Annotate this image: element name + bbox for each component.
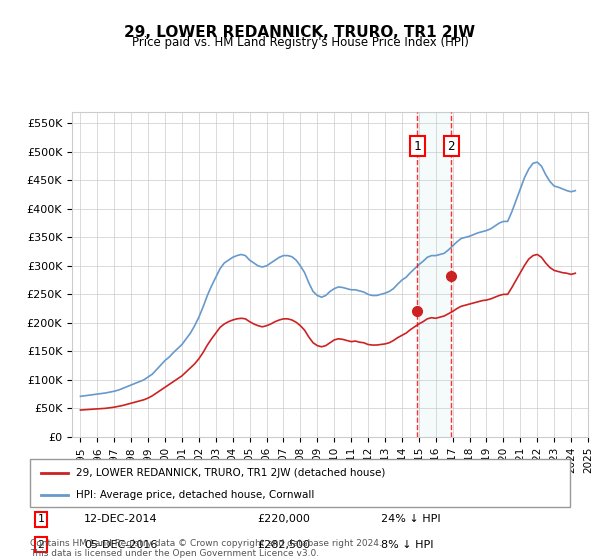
Text: 1: 1 — [413, 139, 421, 153]
Bar — [418, 112, 451, 437]
Text: 05-DEC-2016: 05-DEC-2016 — [84, 540, 157, 549]
Text: Price paid vs. HM Land Registry's House Price Index (HPI): Price paid vs. HM Land Registry's House … — [131, 36, 469, 49]
Text: 2: 2 — [448, 139, 455, 153]
Text: 29, LOWER REDANNICK, TRURO, TR1 2JW: 29, LOWER REDANNICK, TRURO, TR1 2JW — [124, 25, 476, 40]
Text: 2: 2 — [37, 540, 44, 549]
Text: Contains HM Land Registry data © Crown copyright and database right 2024.
This d: Contains HM Land Registry data © Crown c… — [30, 539, 382, 558]
Text: 12-DEC-2014: 12-DEC-2014 — [84, 515, 158, 524]
Text: 29, LOWER REDANNICK, TRURO, TR1 2JW (detached house): 29, LOWER REDANNICK, TRURO, TR1 2JW (det… — [76, 468, 385, 478]
FancyBboxPatch shape — [30, 459, 570, 507]
Text: 1: 1 — [37, 515, 44, 524]
Text: HPI: Average price, detached house, Cornwall: HPI: Average price, detached house, Corn… — [76, 490, 314, 500]
Text: £282,500: £282,500 — [257, 540, 310, 549]
Text: 24% ↓ HPI: 24% ↓ HPI — [381, 515, 440, 524]
Text: 8% ↓ HPI: 8% ↓ HPI — [381, 540, 433, 549]
Text: £220,000: £220,000 — [257, 515, 310, 524]
